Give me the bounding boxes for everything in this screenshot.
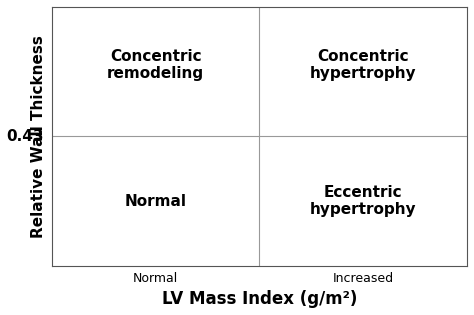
Text: Concentric
remodeling: Concentric remodeling xyxy=(107,49,204,81)
Text: 0.43: 0.43 xyxy=(6,129,44,144)
Text: Eccentric
hypertrophy: Eccentric hypertrophy xyxy=(310,185,417,217)
Text: Concentric
hypertrophy: Concentric hypertrophy xyxy=(310,49,417,81)
X-axis label: LV Mass Index (g/m²): LV Mass Index (g/m²) xyxy=(162,290,357,308)
Y-axis label: Relative Wall Thickness: Relative Wall Thickness xyxy=(31,35,46,238)
Text: Normal: Normal xyxy=(125,194,187,209)
